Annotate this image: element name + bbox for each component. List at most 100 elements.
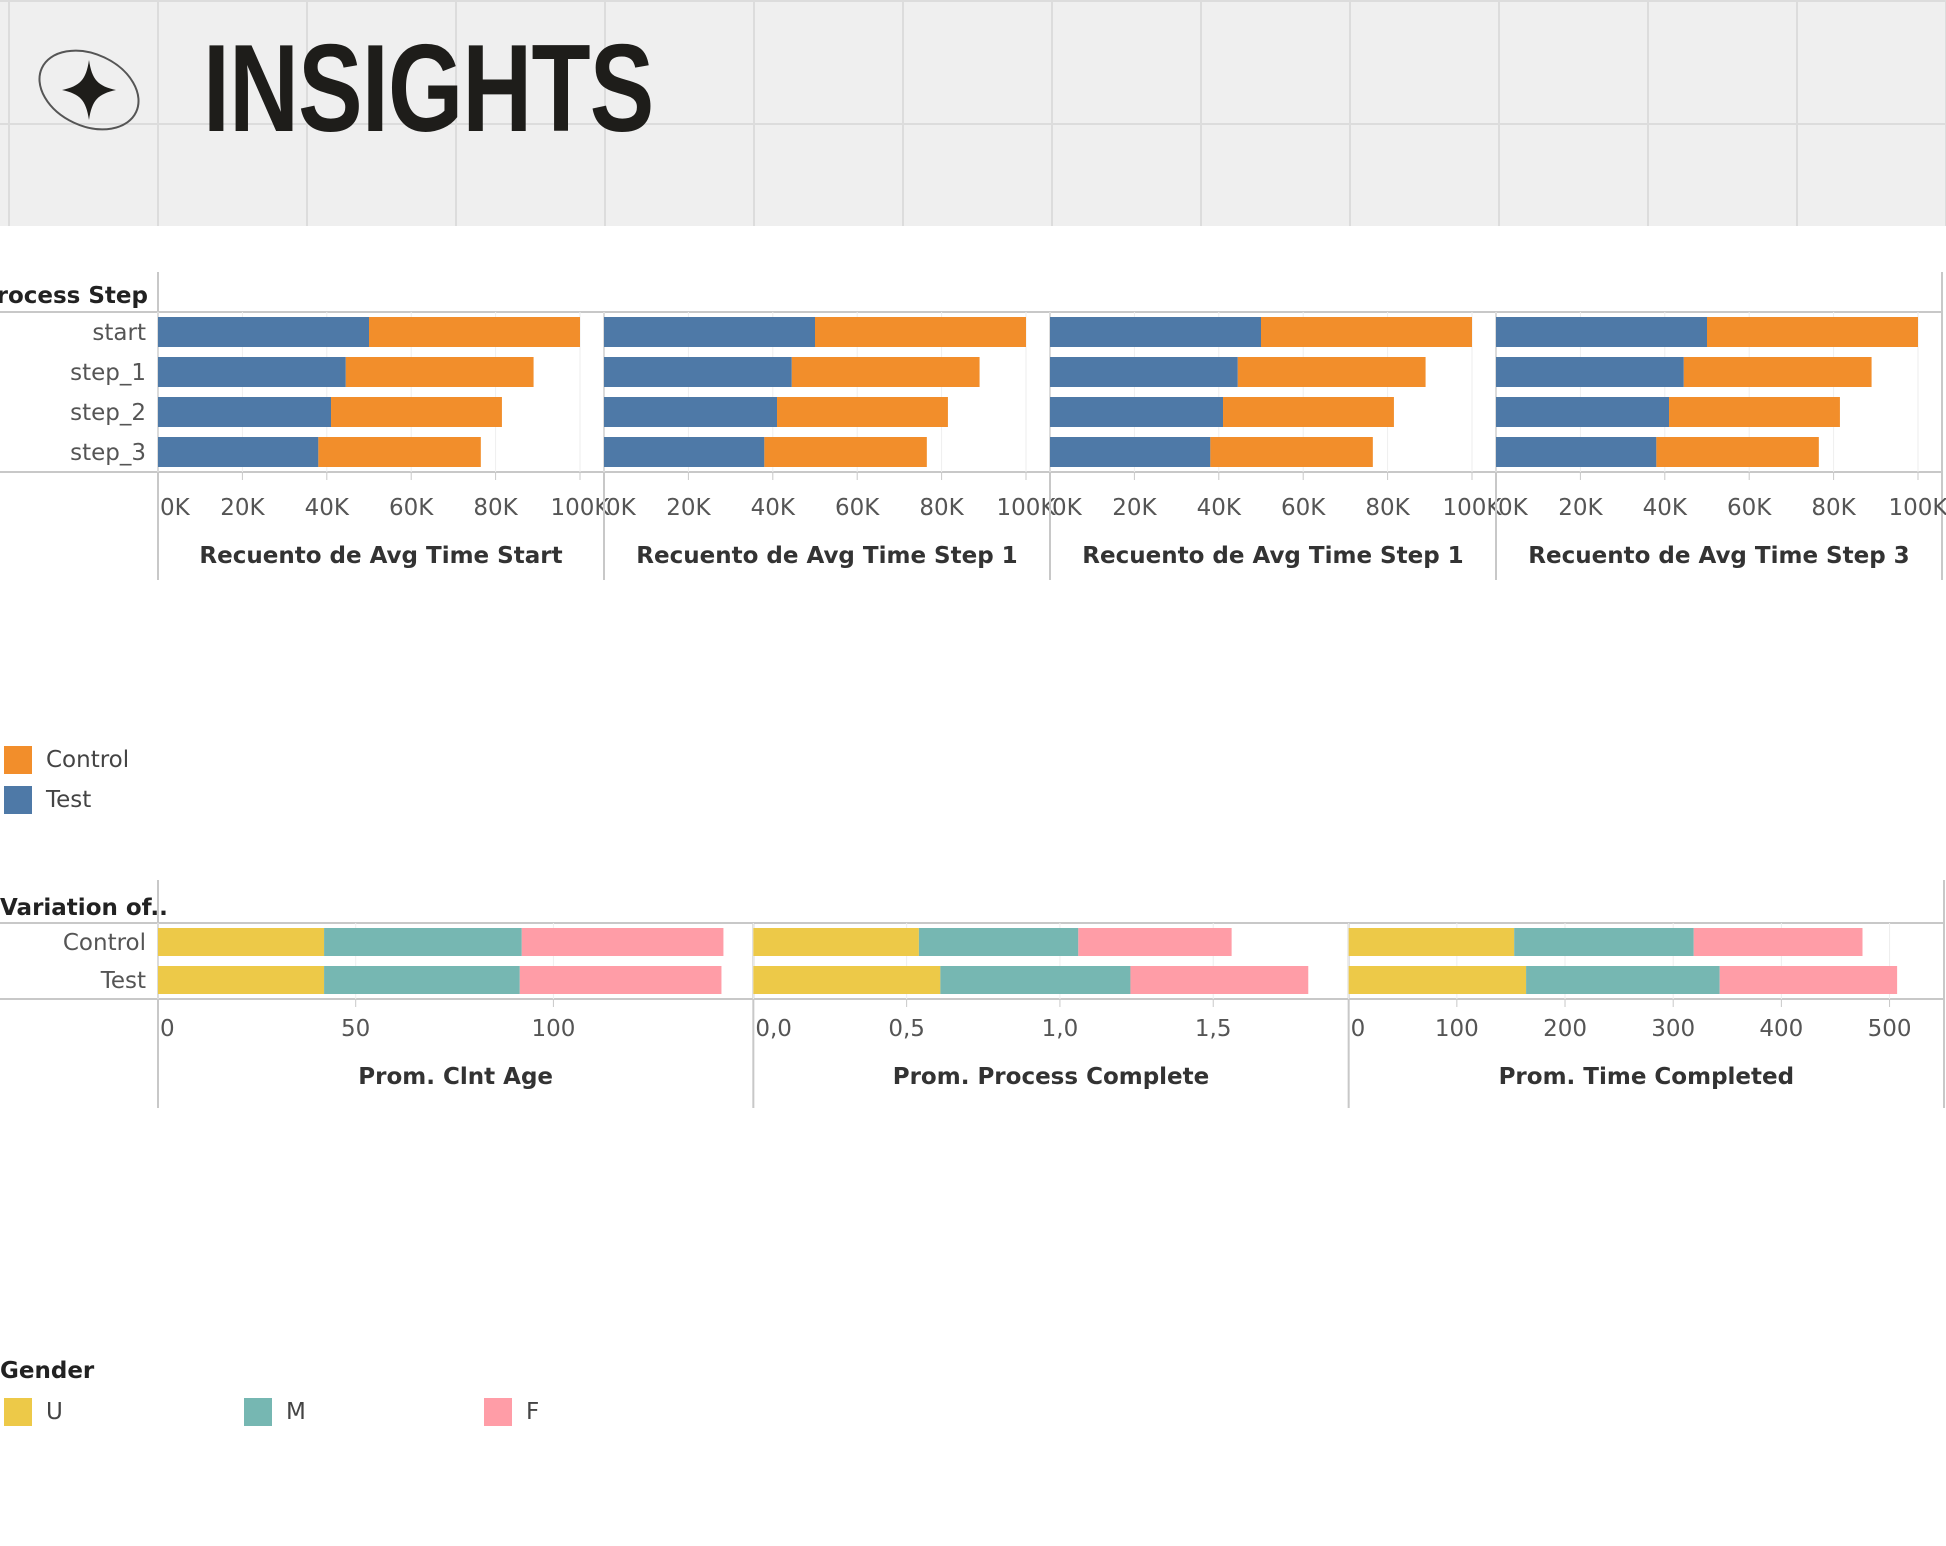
panel-4-tick-label: 0K — [1498, 495, 1529, 521]
process-step-bar-chart: Process Step start step_1 step_2 step_3 0K 20K… — [0, 272, 1946, 580]
panel-2-tick-label: 20K — [666, 495, 711, 521]
panel-1-tick-label: 50 — [341, 1016, 370, 1042]
bar-p3-step-2-test — [1050, 397, 1224, 427]
bar-p3-step-3-control — [1210, 437, 1373, 467]
bar-p2-step-2-test — [604, 397, 778, 427]
bar-p3-step-3-test — [1050, 437, 1211, 467]
panel-2-tick-label: 40K — [751, 495, 796, 521]
panel-2-axis-title: Recuento de Avg Time Step 1 — [636, 543, 1017, 569]
dashboard-title: INSIGHTS — [203, 20, 654, 158]
panel-3-tick-label: 40K — [1197, 495, 1242, 521]
bar-p3-start-control — [1261, 317, 1472, 347]
panel-2-tick-label: 1,0 — [1042, 1016, 1079, 1042]
row-header: Process Step — [0, 283, 148, 309]
bar-p4-step-1-control — [1683, 357, 1872, 387]
legend-label-m: M — [286, 1399, 306, 1425]
bar-p3-step-1-control — [1237, 357, 1426, 387]
category-label-start: start — [92, 320, 146, 346]
panel-1-tick-label: 100 — [531, 1016, 575, 1042]
panel-3-tick-label: 300 — [1651, 1016, 1695, 1042]
bar-p1-start-test — [158, 317, 369, 347]
legend-label-control: Control — [46, 747, 130, 773]
panel-2-tick-label: 0,5 — [888, 1016, 925, 1042]
panel-3-tick-label: 100 — [1435, 1016, 1479, 1042]
panel-1-tick-label: 40K — [305, 495, 350, 521]
bar-p3-test-u — [1348, 966, 1527, 994]
panel-1-axis-title: Recuento de Avg Time Start — [199, 543, 562, 569]
panel-3-tick-label: 80K — [1365, 495, 1410, 521]
panel-4-axis-title: Recuento de Avg Time Step 3 — [1528, 543, 1909, 569]
bar-p4-step-3-test — [1496, 437, 1657, 467]
bar-p2-start-test — [604, 317, 815, 347]
bar-p4-step-2-test — [1496, 397, 1670, 427]
panel-2-tick-label: 80K — [919, 495, 964, 521]
bar-p2-control-u — [753, 928, 919, 956]
bar-p1-control-u — [158, 928, 325, 956]
bar-p2-test-f — [1130, 966, 1309, 994]
panel-3-tick-label: 100K — [1443, 495, 1503, 521]
bar-p4-start-test — [1496, 317, 1707, 347]
bar-p2-test-m — [940, 966, 1131, 994]
panel-2-tick-label: 100K — [997, 495, 1057, 521]
bar-p1-start-control — [369, 317, 580, 347]
category-label-control: Control — [63, 930, 146, 956]
bar-p1-step-2-test — [158, 397, 332, 427]
bar-p4-step-1-test — [1496, 357, 1684, 387]
bar-p2-test-u — [753, 966, 941, 994]
panel-2-tick-label: 1,5 — [1195, 1016, 1232, 1042]
legend-swatch-f — [484, 1398, 512, 1426]
legend-swatch-control — [4, 746, 32, 774]
category-label-test: Test — [100, 968, 146, 994]
bar-p4-step-2-control — [1669, 397, 1840, 427]
category-label-step-1: step_1 — [70, 360, 146, 386]
variation-bar-chart: Variation of.. Control Test 0 50 100 Prom. Cln… — [0, 880, 1945, 1108]
legend-label-u: U — [46, 1399, 63, 1425]
panel-3-tick-label: 0 — [1351, 1016, 1366, 1042]
bar-p2-control-m — [918, 928, 1079, 956]
bar-p2-step-3-test — [604, 437, 765, 467]
bar-p2-start-control — [815, 317, 1026, 347]
bar-p1-step-3-test — [158, 437, 319, 467]
category-label-step-2: step_2 — [70, 400, 146, 426]
panel-4-tick-label: 100K — [1889, 495, 1946, 521]
panel-4-tick-label: 20K — [1558, 495, 1603, 521]
bar-p1-control-f — [521, 928, 724, 956]
panel-3-axis-title: Prom. Time Completed — [1499, 1064, 1795, 1090]
bar-p1-control-m — [324, 928, 522, 956]
panel-1-tick-label: 100K — [551, 495, 611, 521]
bar-p3-test-f — [1719, 966, 1898, 994]
bar-p1-step-1-test — [158, 357, 346, 387]
panel-1-tick-label: 20K — [220, 495, 265, 521]
gender-legend-title: Gender — [0, 1358, 95, 1384]
panel-1-axis-title: Prom. Clnt Age — [358, 1064, 553, 1090]
bar-p3-start-test — [1050, 317, 1261, 347]
bar-p1-step-1-control — [345, 357, 534, 387]
bar-p1-step-3-control — [318, 437, 481, 467]
panel-2-axis-title: Prom. Process Complete — [893, 1064, 1210, 1090]
panel-1-tick-label: 60K — [389, 495, 434, 521]
bar-p3-step-2-control — [1223, 397, 1394, 427]
legend-swatch-u — [4, 1398, 32, 1426]
legend-label-test: Test — [46, 787, 92, 813]
panel-3-tick-label: 20K — [1112, 495, 1157, 521]
panel-3-tick-label: 500 — [1868, 1016, 1912, 1042]
bar-p2-step-1-control — [791, 357, 980, 387]
panel-4-tick-label: 60K — [1727, 495, 1772, 521]
bar-p3-step-1-test — [1050, 357, 1238, 387]
legend-swatch-test — [4, 786, 32, 814]
bar-p2-step-1-test — [604, 357, 792, 387]
panel-2-tick-label: 60K — [835, 495, 880, 521]
bar-p4-start-control — [1707, 317, 1918, 347]
bar-p1-test-m — [324, 966, 520, 994]
bar-p2-step-2-control — [777, 397, 948, 427]
bar-p2-step-3-control — [764, 437, 927, 467]
bar-p3-test-m — [1526, 966, 1720, 994]
sparkle-star-icon — [38, 49, 140, 131]
bar-p1-test-f — [519, 966, 722, 994]
panel-3-tick-label: 60K — [1281, 495, 1326, 521]
panel-4-tick-label: 40K — [1643, 495, 1688, 521]
panel-4-tick-label: 80K — [1811, 495, 1856, 521]
panel-3-tick-label: 400 — [1759, 1016, 1803, 1042]
bar-p3-control-f — [1693, 928, 1863, 956]
legend-swatch-m — [244, 1398, 272, 1426]
